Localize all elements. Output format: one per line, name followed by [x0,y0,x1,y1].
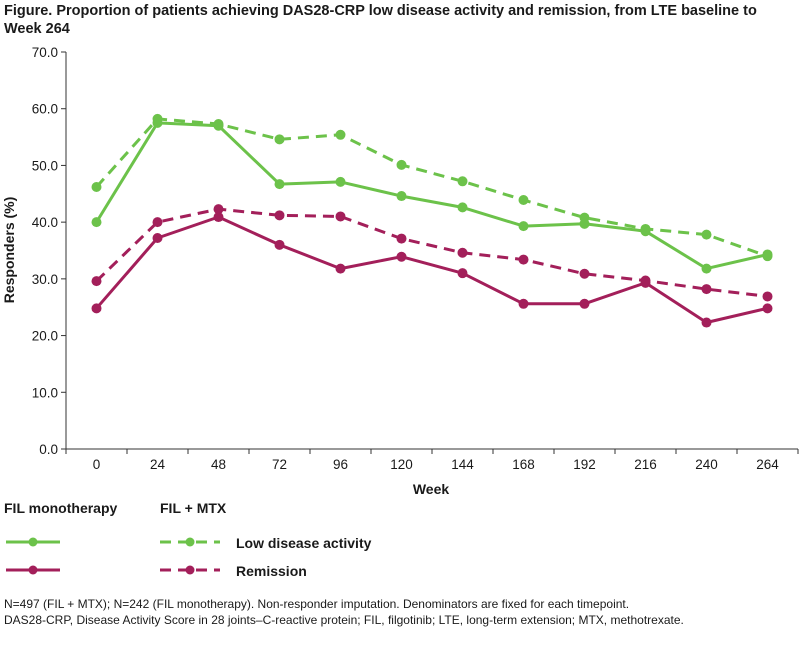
series-line-4 [95,207,768,298]
y-tick-label: 70.0 [32,45,58,60]
x-tick-label: 216 [634,457,657,472]
chart-axes: 0.0 10.0 20.0 30.0 40.0 50.0 60.0 70.0 0 24 48 72 96… [32,45,799,472]
data-point [457,268,468,279]
data-point [701,317,712,328]
data-point [518,195,529,206]
data-point [640,275,651,286]
data-point [762,303,773,314]
x-tick-label: 96 [333,457,348,472]
data-point [396,191,407,202]
data-point [274,179,285,190]
y-tick-label: 30.0 [32,272,58,287]
x-tick-label: 48 [211,457,226,472]
legend-header-combination: FIL + MTX [160,500,227,516]
series-line-2 [95,117,769,258]
x-tick-label: 168 [512,457,535,472]
x-tick-label: 144 [451,457,474,472]
data-point [335,211,346,222]
data-point [335,176,346,187]
legend-key-mtx-low-marker [185,537,195,547]
data-point [701,263,712,274]
chart-series [91,113,773,328]
legend-header-monotherapy: FIL monotherapy [4,500,118,516]
data-point [213,119,224,130]
x-tick-label: 192 [573,457,596,472]
data-point [335,263,346,274]
data-point [701,229,712,240]
x-tick-label: 120 [390,457,413,472]
legend-key-mtx-rem-marker [185,565,195,575]
y-tick-label: 50.0 [32,158,58,173]
x-tick-label: 0 [93,457,101,472]
x-tick-label: 240 [695,457,718,472]
footnote: N=497 (FIL + MTX); N=242 (FIL monotherap… [4,596,794,628]
x-tick-label: 264 [756,457,779,472]
data-point [518,221,529,232]
figure-title: Figure. Proportion of patients achieving… [4,3,757,37]
data-point [701,284,712,295]
y-tick-label: 20.0 [32,329,58,344]
data-point [579,298,590,309]
data-point [274,134,285,145]
data-point [213,204,224,215]
data-point [274,210,285,221]
data-point [396,159,407,170]
data-point [152,233,163,244]
data-point [91,217,102,228]
data-point [762,251,773,262]
x-tick-label: 24 [150,457,166,472]
x-axis-label: Week [413,481,450,497]
data-point [91,181,102,192]
data-point [518,254,529,265]
data-point [335,129,346,140]
footnote-line-2: DAS28-CRP, Disease Activity Score in 28 … [4,613,684,627]
legend-label-low-disease-activity: Low disease activity [236,535,372,551]
data-point [91,276,102,287]
y-axis-label: Responders (%) [1,197,17,304]
legend-key-mono-low-marker [28,537,38,547]
series-line-3 [95,215,768,324]
data-point [91,303,102,314]
data-point [579,212,590,223]
data-point [396,233,407,244]
data-point [457,247,468,258]
data-point [396,251,407,262]
line-chart: 0.0 10.0 20.0 30.0 40.0 50.0 60.0 70.0 0 24 48 72 96… [1,45,799,497]
y-tick-label: 40.0 [32,215,58,230]
y-tick-label: 0.0 [39,442,58,457]
legend-keys [6,537,220,575]
y-tick-label: 60.0 [32,102,58,117]
legend-label-remission: Remission [236,563,307,579]
data-point [274,239,285,250]
y-tick-label: 10.0 [32,385,58,400]
data-point [213,212,224,223]
legend-key-mono-rem-marker [28,565,38,575]
data-point [762,291,773,302]
data-point [579,268,590,279]
data-point [152,217,163,228]
data-point [457,176,468,187]
series-line-1 [95,121,768,271]
x-tick-label: 72 [272,457,287,472]
data-point [152,113,163,124]
data-point [640,223,651,234]
data-point [457,202,468,213]
data-point [518,298,529,309]
footnote-line-1: N=497 (FIL + MTX); N=242 (FIL monotherap… [4,597,630,611]
